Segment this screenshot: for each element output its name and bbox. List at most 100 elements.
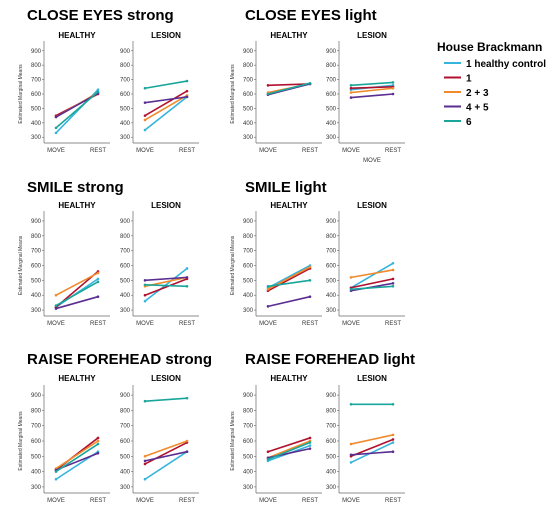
y-tick-label: 300 [326,485,337,491]
x-tick-label: REST [90,321,106,327]
legend-label: 2 + 3 [466,88,489,99]
panel: HEALTHY Estimated Marginal Means 300 400 500… [18,374,110,504]
series-line [350,434,394,445]
data-point [349,402,353,406]
data-point [54,304,58,307]
series-line [350,87,394,94]
x-tick-label: REST [179,498,195,504]
panel: LESION 300 400 500 600 700 800 900 MOVE REST [326,374,405,504]
x-tick-label: MOVE [47,498,65,504]
data-point [308,444,312,447]
y-tick-label: 600 [326,439,337,445]
series-line [350,81,394,87]
data-point [143,283,147,287]
data-point [391,268,395,272]
panel-title: HEALTHY [270,31,308,40]
series-line [55,440,99,470]
y-tick-label: 900 [120,49,131,55]
series-line [55,295,99,310]
y-tick-label: 500 [31,278,42,284]
y-tick-label: 600 [120,264,131,270]
y-tick-label: 900 [31,219,42,225]
chart-grid: CLOSE EYES strong HEALTHY Estimated Margin… [18,7,415,504]
y-tick-label: 300 [120,308,131,314]
data-point [96,295,100,298]
data-point [391,261,395,265]
data-point [143,459,147,463]
data-point [266,458,270,461]
data-point [308,436,312,440]
data-point [391,450,395,454]
data-point [266,450,270,454]
series-line [350,85,394,90]
y-axis-label: Estimated Marginal Means [18,235,24,295]
data-point [266,287,270,291]
series-line [267,440,311,459]
data-point [54,307,58,310]
data-point [349,84,353,87]
data-point [54,470,58,473]
chart-title: CLOSE EYES strong [27,7,174,24]
data-point [185,439,189,443]
data-point [143,454,147,458]
data-point [391,402,395,406]
series-line [350,278,394,289]
series-line [55,272,99,296]
data-point [308,279,312,282]
y-tick-label: 400 [31,121,42,127]
data-point [96,90,100,94]
y-tick-label: 900 [243,49,254,55]
data-point [349,461,353,464]
data-point [266,92,270,96]
data-point [266,284,270,288]
data-point [54,131,58,135]
y-tick-label: 400 [243,121,254,127]
y-tick-label: 500 [120,106,131,112]
data-point [349,453,353,457]
x-tick-label: MOVE [342,498,360,504]
y-tick-label: 600 [243,439,254,445]
y-tick-label: 600 [120,439,131,445]
y-tick-label: 400 [31,293,42,299]
data-point [391,433,395,437]
data-point [391,282,395,285]
y-tick-label: 900 [31,393,42,399]
data-point [308,265,312,269]
panel: LESION 300 400 500 600 700 800 900 MOVE REST [326,201,405,327]
data-point [391,277,395,281]
series-line [144,276,188,282]
y-axis-label: Estimated Marginal Means [18,64,24,124]
x-tick-label: REST [385,321,401,327]
series-line [144,278,188,296]
series-line [144,96,188,104]
series-line [267,295,311,308]
data-point [143,118,147,122]
series-line [267,82,311,95]
series-line [350,262,394,289]
data-point [391,284,395,288]
y-tick-label: 900 [120,219,131,225]
x-tick-label: MOVE [259,498,277,504]
y-axis-label: Estimated Marginal Means [230,64,236,124]
series-line [350,269,394,279]
data-point [185,450,189,454]
y-tick-label: 600 [326,92,337,98]
series-line [350,285,394,291]
data-point [143,399,147,403]
panel: HEALTHY Estimated Marginal Means 300 400 500… [18,201,110,327]
data-point [143,279,147,282]
y-tick-label: 300 [31,485,42,491]
y-tick-label: 400 [120,470,131,476]
series-line [144,440,188,458]
panel: HEALTHY Estimated Marginal Means 300 400 500… [230,374,322,504]
y-tick-label: 700 [31,78,42,84]
data-point [391,441,395,444]
x-tick-label: MOVE [259,321,277,327]
panel-title: LESION [357,374,387,383]
data-point [391,86,395,90]
y-tick-label: 900 [326,393,337,399]
y-tick-label: 900 [243,393,254,399]
y-tick-label: 300 [120,135,131,141]
y-tick-label: 500 [326,106,337,112]
y-tick-label: 600 [120,92,131,98]
